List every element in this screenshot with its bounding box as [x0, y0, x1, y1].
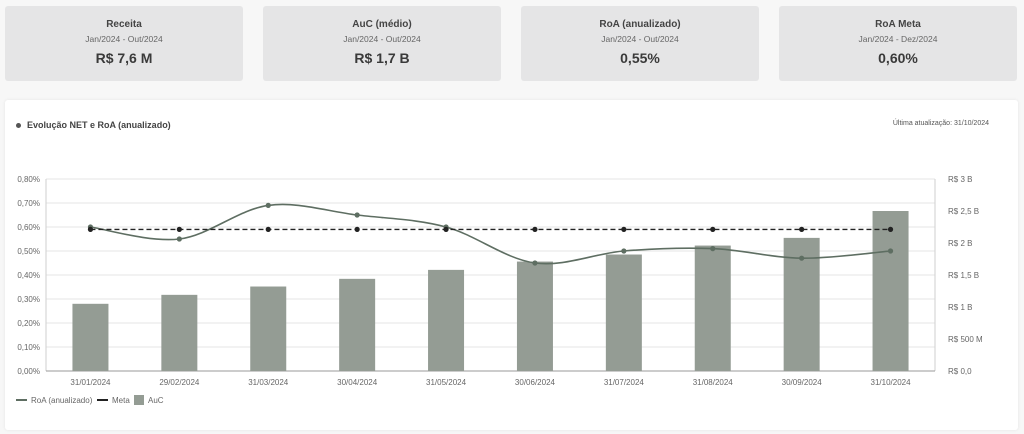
kpi-period: Jan/2024 - Out/2024 — [601, 34, 679, 44]
kpi-value: R$ 7,6 M — [95, 50, 153, 66]
kpi-value: 0,60% — [878, 50, 918, 66]
left-tick-label: 0,70% — [17, 199, 40, 208]
legend-roa-label: RoA (anualizado) — [31, 396, 93, 405]
right-tick-label: R$ 0,0 — [948, 367, 972, 376]
auc-bar — [516, 261, 553, 371]
chart-panel: Evolução NET e RoA (anualizado) Última a… — [5, 100, 1018, 430]
left-tick-label: 0,20% — [17, 319, 40, 328]
auc-bar — [250, 286, 287, 371]
left-tick-label: 0,50% — [17, 247, 40, 256]
kpi-value: R$ 1,7 B — [354, 50, 410, 66]
kpi-title: RoA (anualizado) — [599, 19, 681, 30]
left-tick-label: 0,40% — [17, 271, 40, 280]
auc-bar — [605, 254, 642, 371]
right-tick-label: R$ 1,5 B — [948, 271, 979, 280]
kpi-title: AuC (médio) — [352, 19, 412, 30]
roa-point — [265, 202, 271, 208]
roa-point — [354, 212, 360, 218]
kpi-title: Receita — [106, 19, 142, 30]
roa-point — [710, 246, 716, 252]
meta-point — [443, 226, 449, 232]
x-tick-label: 30/06/2024 — [515, 378, 556, 387]
kpi-value: 0,55% — [620, 50, 660, 66]
meta-point — [87, 226, 94, 232]
roa-point — [176, 236, 182, 242]
meta-point — [621, 226, 627, 232]
chart-title-text: Evolução NET e RoA (anualizado) — [27, 120, 171, 130]
legend-auc-label: AuC — [148, 396, 164, 405]
auc-bar — [428, 269, 465, 371]
last-update: Última atualização: 31/10/2024 — [892, 120, 989, 127]
meta-point — [799, 226, 805, 232]
roa-line — [90, 203, 891, 265]
x-tick-label: 31/03/2024 — [248, 378, 289, 387]
left-tick-label: 0,10% — [17, 343, 40, 352]
auc-bar — [339, 278, 376, 371]
left-tick-label: 0,80% — [17, 175, 40, 184]
left-tick-label: 0,60% — [17, 223, 40, 232]
x-tick-label: 31/01/2024 — [70, 378, 111, 387]
roa-point — [532, 260, 538, 266]
kpi-card-auc: AuC (médio) Jan/2024 - Out/2024 R$ 1,7 B — [263, 6, 501, 81]
roa-point — [621, 248, 627, 254]
meta-point — [532, 226, 538, 232]
left-tick-label: 0,00% — [17, 367, 40, 376]
x-tick-label: 29/02/2024 — [159, 378, 200, 387]
kpi-period: Jan/2024 - Out/2024 — [343, 34, 421, 44]
meta-point — [354, 226, 360, 232]
roa-point — [799, 255, 805, 261]
kpi-card-receita: Receita Jan/2024 - Out/2024 R$ 7,6 M — [5, 6, 243, 81]
right-tick-label: R$ 500 M — [948, 335, 983, 344]
chart-title: Evolução NET e RoA (anualizado) — [16, 120, 171, 130]
meta-point — [265, 226, 271, 232]
kpi-period: Jan/2024 - Dez/2024 — [858, 34, 938, 44]
x-tick-label: 31/08/2024 — [693, 378, 734, 387]
legend-auc-swatch — [134, 395, 144, 405]
right-tick-label: R$ 2,5 B — [948, 207, 979, 216]
x-tick-label: 31/10/2024 — [871, 378, 912, 387]
kpi-card-roa: RoA (anualizado) Jan/2024 - Out/2024 0,5… — [521, 6, 759, 81]
left-tick-label: 0,30% — [17, 295, 40, 304]
x-tick-label: 30/09/2024 — [782, 378, 823, 387]
meta-point — [887, 226, 894, 232]
auc-bar — [694, 245, 731, 371]
auc-bar — [72, 303, 109, 371]
legend-meta-label: Meta — [112, 396, 130, 405]
x-tick-label: 30/04/2024 — [337, 378, 378, 387]
right-tick-label: R$ 3 B — [948, 175, 972, 184]
x-tick-label: 31/07/2024 — [604, 378, 645, 387]
auc-bar — [872, 211, 909, 371]
kpi-card-roa-meta: RoA Meta Jan/2024 - Dez/2024 0,60% — [779, 6, 1017, 81]
meta-point — [176, 226, 182, 232]
meta-point — [710, 226, 716, 232]
right-tick-label: R$ 2 B — [948, 239, 972, 248]
roa-point — [887, 248, 894, 254]
right-tick-label: R$ 1 B — [948, 303, 972, 312]
kpi-title: RoA Meta — [875, 19, 921, 30]
title-bullet-icon — [16, 122, 21, 128]
x-tick-label: 31/05/2024 — [426, 378, 467, 387]
kpi-period: Jan/2024 - Out/2024 — [85, 34, 163, 44]
auc-bar — [161, 294, 198, 371]
